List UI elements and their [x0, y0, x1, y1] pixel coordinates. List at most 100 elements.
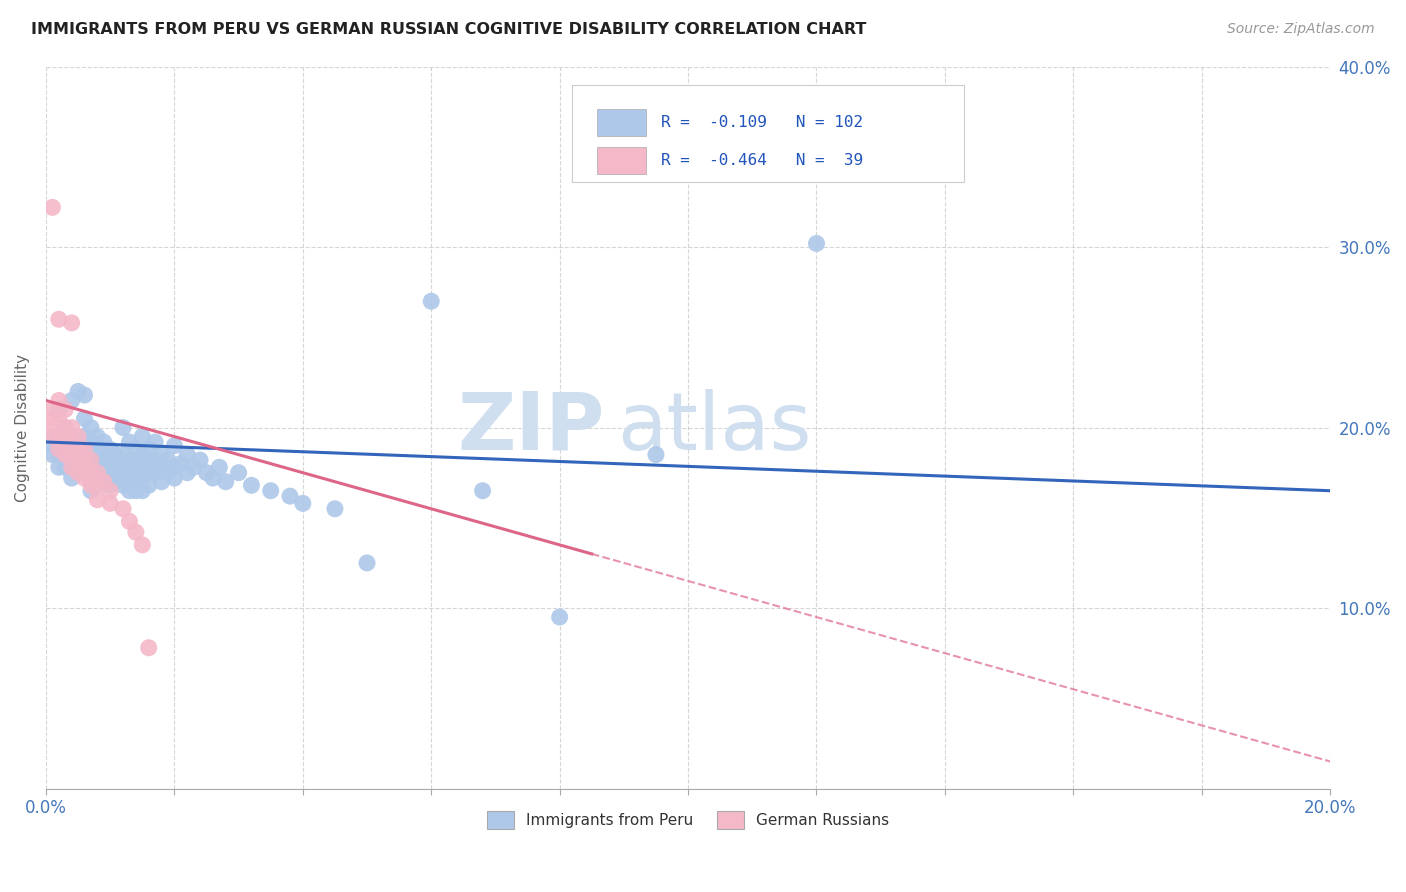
- Point: [60, 435, 83, 450]
- Point: [188, 453, 211, 467]
- Point: [93, 466, 115, 480]
- Point: [208, 460, 231, 475]
- Point: [111, 460, 134, 475]
- Point: [86, 466, 108, 480]
- Point: [105, 466, 128, 480]
- Point: [98, 496, 121, 510]
- Point: [80, 483, 103, 498]
- Point: [86, 466, 108, 480]
- Point: [60, 448, 83, 462]
- Point: [201, 471, 224, 485]
- Text: Source: ZipAtlas.com: Source: ZipAtlas.com: [1227, 22, 1375, 37]
- Point: [163, 471, 186, 485]
- Point: [41, 420, 63, 434]
- Point: [645, 448, 668, 462]
- Point: [260, 483, 283, 498]
- Point: [131, 448, 153, 462]
- Point: [105, 448, 128, 462]
- Point: [143, 435, 166, 450]
- Point: [131, 538, 153, 552]
- Point: [105, 475, 128, 489]
- Point: [131, 429, 153, 443]
- Point: [67, 442, 90, 457]
- Point: [150, 448, 173, 462]
- Point: [228, 466, 250, 480]
- Point: [73, 411, 96, 425]
- Point: [60, 448, 83, 462]
- Point: [48, 402, 70, 417]
- Point: [41, 411, 63, 425]
- Point: [60, 429, 83, 443]
- Point: [93, 475, 115, 489]
- Point: [60, 393, 83, 408]
- Point: [86, 442, 108, 457]
- Point: [118, 515, 141, 529]
- Point: [80, 466, 103, 480]
- Point: [111, 420, 134, 434]
- Y-axis label: Cognitive Disability: Cognitive Disability: [15, 353, 30, 501]
- Point: [98, 483, 121, 498]
- Point: [118, 460, 141, 475]
- Point: [86, 453, 108, 467]
- Point: [176, 448, 198, 462]
- Text: R =  -0.464   N =  39: R = -0.464 N = 39: [661, 153, 863, 168]
- Point: [41, 200, 63, 214]
- Point: [183, 460, 205, 475]
- Point: [93, 435, 115, 450]
- Point: [118, 483, 141, 498]
- Point: [170, 457, 193, 471]
- Point: [60, 471, 83, 485]
- Point: [60, 460, 83, 475]
- Point: [111, 471, 134, 485]
- Point: [471, 483, 494, 498]
- Point: [131, 471, 153, 485]
- Point: [98, 460, 121, 475]
- Point: [53, 460, 76, 475]
- Point: [195, 466, 218, 480]
- Point: [156, 453, 179, 467]
- Point: [138, 442, 160, 457]
- Point: [41, 429, 63, 443]
- Point: [53, 420, 76, 434]
- Point: [125, 453, 148, 467]
- Point: [53, 448, 76, 462]
- Point: [125, 525, 148, 540]
- Text: atlas: atlas: [617, 389, 811, 467]
- Point: [111, 478, 134, 492]
- Point: [86, 492, 108, 507]
- Point: [73, 453, 96, 467]
- Point: [80, 435, 103, 450]
- Point: [48, 429, 70, 443]
- Point: [420, 294, 443, 309]
- Point: [176, 466, 198, 480]
- Point: [67, 457, 90, 471]
- Point: [111, 501, 134, 516]
- Point: [67, 466, 90, 480]
- Point: [73, 471, 96, 485]
- Point: [48, 312, 70, 326]
- Point: [93, 475, 115, 489]
- Point: [150, 460, 173, 475]
- Point: [60, 420, 83, 434]
- Point: [53, 420, 76, 434]
- Point: [73, 442, 96, 457]
- Point: [53, 429, 76, 443]
- Point: [53, 435, 76, 450]
- Point: [41, 429, 63, 443]
- Point: [80, 448, 103, 462]
- Point: [131, 460, 153, 475]
- Point: [80, 460, 103, 475]
- Point: [118, 435, 141, 450]
- Point: [111, 448, 134, 462]
- Point: [125, 483, 148, 498]
- Point: [291, 496, 314, 510]
- Point: [86, 478, 108, 492]
- Point: [53, 453, 76, 467]
- Point: [48, 435, 70, 450]
- Point: [73, 388, 96, 402]
- Point: [98, 471, 121, 485]
- Point: [48, 411, 70, 425]
- Point: [73, 442, 96, 457]
- Point: [118, 471, 141, 485]
- Point: [138, 478, 160, 492]
